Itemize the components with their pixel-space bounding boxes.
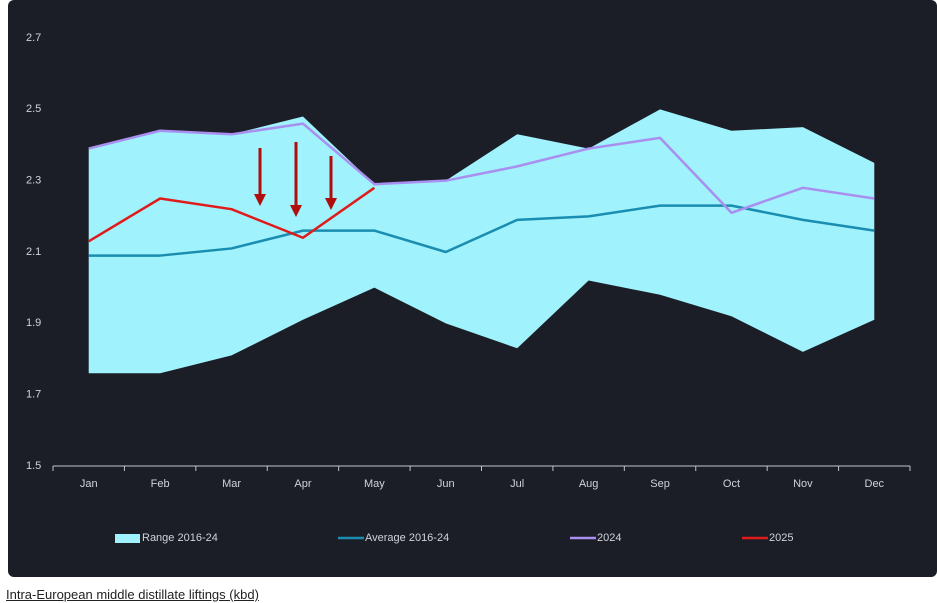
y-tick-label: 1.9 [26, 317, 41, 329]
caption: Intra-European middle distillate lifting… [6, 587, 259, 602]
y-tick-label: 2.3 [26, 175, 41, 187]
series-line [88, 186, 376, 243]
plot-area: 1.5 1.7 1.9 2.1 2.3 2.5 2.7 Jan Feb Mar Apr May Jun J… [26, 32, 911, 490]
y-tick-label: 1.7 [26, 389, 41, 401]
y-tick-label: 2.7 [26, 32, 41, 44]
x-tick-label: Sep [650, 478, 670, 490]
arrow-head [325, 198, 337, 210]
annotation-arrows [254, 142, 337, 217]
y-tick-label: 1.5 [26, 460, 41, 472]
legend-swatch [115, 534, 140, 543]
x-tick-label: Dec [865, 478, 885, 490]
x-tick-label: Oct [723, 478, 740, 490]
arrow-head [254, 194, 266, 206]
x-tick-label: Jun [437, 478, 455, 490]
x-tick-label: Jul [510, 478, 524, 490]
legend-label: 2025 [769, 532, 793, 544]
series-line [88, 122, 875, 215]
x-tick-label: May [364, 478, 385, 490]
chart: 1.5 1.7 1.9 2.1 2.3 2.5 2.7 Jan Feb Mar Apr May Jun J… [8, 0, 937, 577]
legend-label: Average 2016-24 [365, 532, 449, 544]
legend-label: Range 2016-24 [142, 532, 218, 544]
x-tick-label: Mar [222, 478, 241, 490]
x-tick-label: Jan [80, 478, 98, 490]
arrow-head [290, 205, 302, 217]
legend-label: 2024 [597, 532, 621, 544]
range-area [88, 109, 875, 374]
x-tick-label: Aug [579, 478, 599, 490]
x-tick-label: Apr [294, 478, 311, 490]
y-tick-label: 2.5 [26, 103, 41, 115]
y-tick-label: 2.1 [26, 246, 41, 258]
x-tick-label: Nov [793, 478, 813, 490]
x-tick-label: Feb [151, 478, 170, 490]
